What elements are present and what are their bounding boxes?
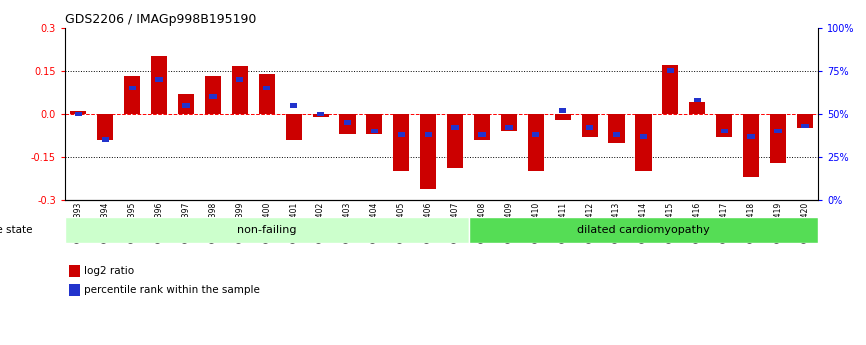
Bar	[527, 114, 544, 171]
Bar	[236, 77, 243, 82]
Bar	[393, 114, 410, 171]
Bar	[636, 114, 651, 171]
Bar	[478, 132, 486, 137]
Bar	[743, 114, 759, 177]
Bar	[451, 125, 459, 130]
Bar	[505, 125, 513, 130]
Bar	[205, 77, 221, 114]
Bar	[371, 129, 378, 134]
Bar	[69, 284, 80, 296]
Text: disease state: disease state	[0, 225, 33, 235]
Bar	[667, 68, 674, 73]
Bar	[290, 103, 297, 108]
Text: GDS2206 / IMAGp998B195190: GDS2206 / IMAGp998B195190	[65, 13, 256, 27]
Bar	[313, 114, 328, 117]
Bar	[286, 114, 301, 140]
Bar	[559, 108, 566, 113]
Bar	[317, 111, 324, 116]
Bar	[259, 73, 275, 114]
Bar	[554, 114, 571, 120]
Bar	[69, 265, 80, 277]
Bar	[124, 77, 140, 114]
Bar	[263, 86, 270, 90]
Bar	[178, 94, 194, 114]
Bar	[232, 66, 248, 114]
Bar	[609, 114, 624, 142]
Bar	[447, 114, 463, 168]
Bar	[662, 65, 678, 114]
Bar	[210, 94, 216, 99]
Bar	[366, 114, 383, 134]
Bar	[501, 114, 517, 131]
Bar	[397, 132, 405, 137]
Bar	[689, 102, 705, 114]
Text: log2 ratio: log2 ratio	[85, 266, 134, 276]
Bar	[101, 137, 109, 142]
Bar	[747, 134, 755, 139]
Bar	[716, 114, 733, 137]
Bar	[474, 114, 490, 140]
Bar	[640, 134, 647, 139]
Bar	[586, 125, 593, 130]
Bar	[694, 98, 701, 102]
Bar	[770, 114, 786, 163]
Bar	[183, 103, 190, 108]
Bar	[469, 217, 818, 243]
Bar	[420, 114, 436, 189]
Bar	[613, 132, 620, 137]
Bar	[97, 114, 113, 140]
Bar	[801, 124, 809, 128]
Bar	[156, 77, 163, 82]
Bar	[344, 120, 351, 125]
Bar	[424, 132, 432, 137]
Bar	[65, 217, 469, 243]
Bar	[533, 132, 540, 137]
Bar	[721, 129, 727, 134]
Bar	[582, 114, 598, 137]
Text: non-failing: non-failing	[237, 225, 296, 235]
Text: dilated cardiomyopathy: dilated cardiomyopathy	[577, 225, 710, 235]
Bar	[797, 114, 813, 128]
Bar	[339, 114, 356, 134]
Bar	[74, 111, 82, 116]
Text: percentile rank within the sample: percentile rank within the sample	[85, 285, 261, 295]
Bar	[128, 86, 136, 90]
Bar	[151, 56, 167, 114]
Bar	[774, 129, 782, 134]
Bar	[70, 111, 87, 114]
